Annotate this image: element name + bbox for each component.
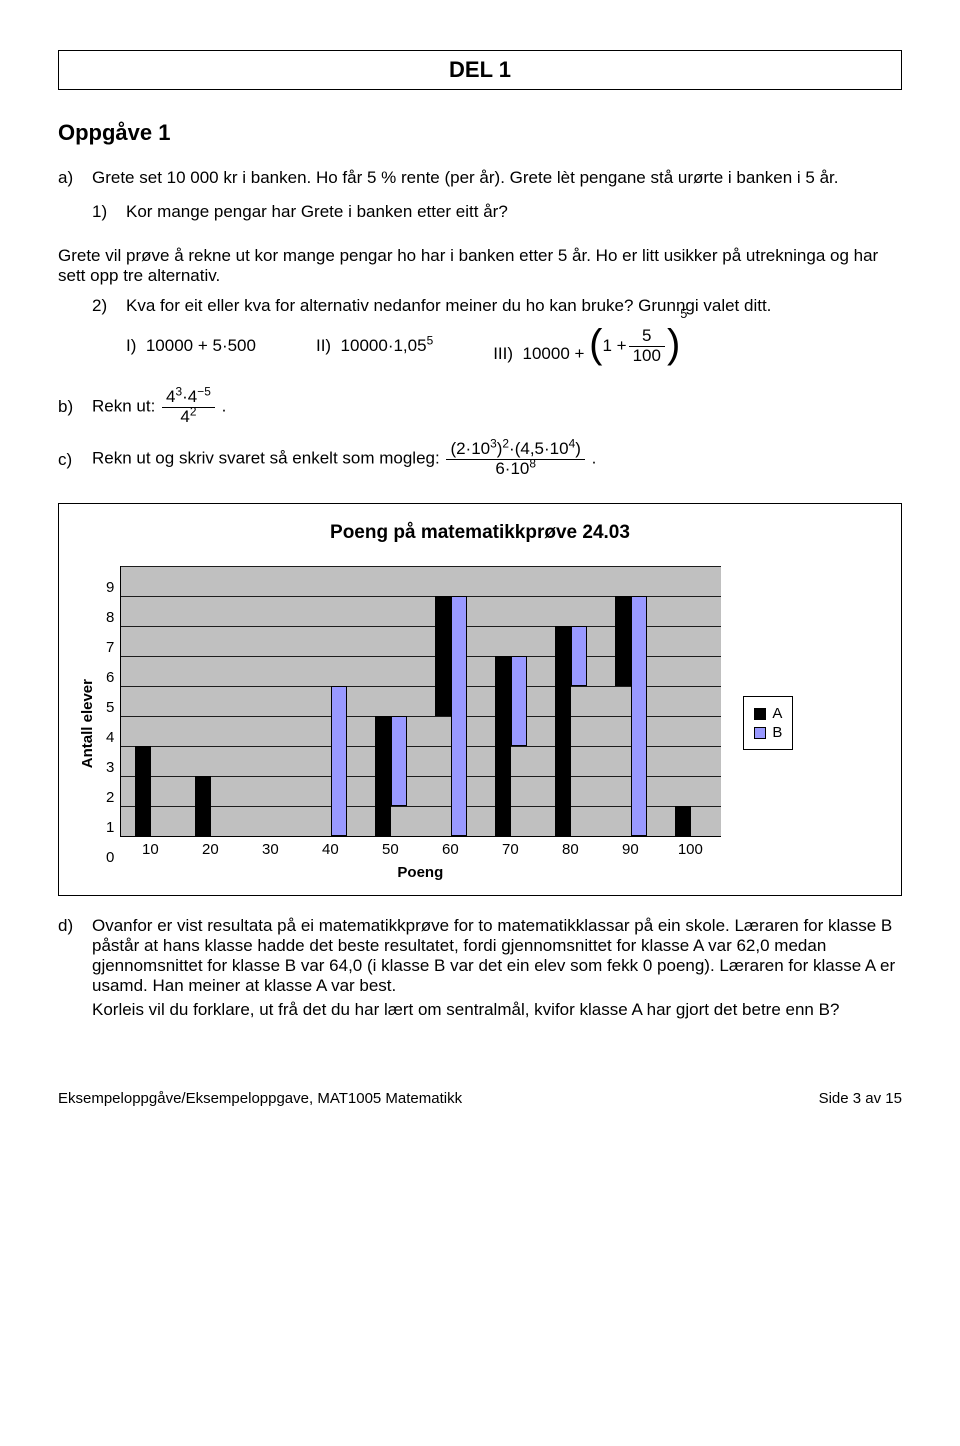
chart-xtick: 50 (360, 841, 420, 858)
item-b-body: Rekn ut: 43·4−5 42 . (92, 388, 902, 426)
item-b: b) Rekn ut: 43·4−5 42 . (58, 388, 902, 426)
c-fraction: (2·103)2·(4,5·104) 6·108 (446, 440, 584, 478)
chart-bar-a (195, 776, 211, 836)
chart-xtick: 40 (300, 841, 360, 858)
page-footer: Eksempeloppgåve/Eksempeloppgave, MAT1005… (58, 1090, 902, 1107)
chart-bar-group (241, 834, 301, 836)
item-d: d) Ovanfor er vist resultata på ei matem… (58, 916, 902, 1020)
item-c-body: Rekn ut og skriv svaret så enkelt som mo… (92, 440, 902, 478)
chart-plot-area (120, 566, 721, 837)
chart-xtick: 80 (540, 841, 600, 858)
item-d-label: d) (58, 916, 92, 1020)
chart-bar-a (555, 626, 571, 836)
item-a-label: a) (58, 168, 92, 232)
chart-bar-a (495, 656, 511, 836)
chart-bar-group (541, 626, 601, 836)
item-a: a) Grete set 10 000 kr i banken. Ho får … (58, 168, 902, 232)
chart-bar-group (601, 596, 661, 836)
footer-left: Eksempeloppgåve/Eksempeloppgave, MAT1005… (58, 1090, 462, 1107)
alt-2: II) 10000·1,055 (316, 336, 433, 356)
chart-xtick: 90 (600, 841, 660, 858)
page: DEL 1 Oppgåve 1 a) Grete set 10 000 kr i… (0, 0, 960, 1137)
item-a-body: Grete set 10 000 kr i banken. Ho får 5 %… (92, 168, 902, 232)
chart-xtick: 10 (120, 841, 180, 858)
chart-bar-b (571, 626, 587, 686)
item-b-label: b) (58, 397, 92, 417)
chart-xtick: 70 (480, 841, 540, 858)
chart-yticks: 9876543210 (106, 588, 114, 858)
chart-bar-a (375, 716, 391, 836)
task-title: Oppgåve 1 (58, 120, 902, 146)
chart-bar-group (361, 716, 421, 836)
a-para2: Grete vil prøve å rekne ut kor mange pen… (58, 246, 902, 286)
chart-bar-group (121, 746, 181, 836)
chart-bar-a (675, 806, 691, 836)
chart-bar-b (451, 596, 467, 836)
chart-bar-group (661, 806, 721, 836)
item-c-label: c) (58, 450, 92, 470)
chart-ylabel: Antall elever (79, 679, 96, 768)
chart-bar-group (481, 656, 541, 836)
b-fraction: 43·4−5 42 (162, 388, 215, 426)
chart-xtick: 100 (660, 841, 720, 858)
alternatives-row: I) 10000 + 5·500 II) 10000·1,055 III) 10… (126, 326, 902, 366)
item-c: c) Rekn ut og skriv svaret så enkelt som… (58, 440, 902, 478)
legend-swatch-b (754, 727, 766, 739)
item-a2: 2) Kva for eit eller kva for alternativ … (58, 296, 902, 384)
chart-bar-a (435, 596, 451, 716)
chart-xticks: 102030405060708090100 (120, 841, 720, 858)
chart-title: Poeng på matematikkprøve 24.03 (79, 522, 881, 544)
a-sub1: 1) Kor mange pengar har Grete i banken e… (92, 202, 902, 222)
a-sub2-label: 2) (92, 296, 126, 316)
chart-bar-b (631, 596, 647, 836)
a-sub1-text: Kor mange pengar har Grete i banken ette… (126, 202, 902, 222)
chart-row: Antall elever 9876543210 102030405060708… (79, 566, 881, 881)
legend-a: A (754, 705, 782, 722)
a-sub2-text: Kva for eit eller kva for alternativ ned… (126, 296, 902, 316)
d-p1: Ovanfor er vist resultata på ei matemati… (92, 916, 902, 996)
alt-3: III) 10000 + ( 1 + 5 100 ) 5 (493, 326, 687, 366)
del-title: DEL 1 (71, 57, 889, 83)
alt-1: I) 10000 + 5·500 (126, 336, 256, 356)
chart-bar-group (421, 596, 481, 836)
chart-bar-a (615, 596, 631, 686)
chart-container: Poeng på matematikkprøve 24.03 Antall el… (58, 503, 902, 896)
d-p2: Korleis vil du forklare, ut frå det du h… (92, 1000, 902, 1020)
chart-bar-a (135, 746, 151, 836)
chart-bar-b (391, 716, 407, 806)
a-sub2: 2) Kva for eit eller kva for alternativ … (92, 296, 902, 316)
chart-bar-group (301, 686, 361, 836)
del-box: DEL 1 (58, 50, 902, 90)
chart-bar-b (511, 656, 527, 746)
chart-gridline (121, 566, 721, 567)
a-sub1-label: 1) (92, 202, 126, 222)
legend-b: B (754, 724, 782, 741)
legend-swatch-a (754, 708, 766, 720)
footer-right: Side 3 av 15 (819, 1090, 902, 1107)
chart-xtick: 60 (420, 841, 480, 858)
a-intro: Grete set 10 000 kr i banken. Ho får 5 %… (92, 168, 902, 188)
chart-xlabel: Poeng (120, 864, 720, 881)
chart-legend: A B (743, 696, 793, 750)
chart-xtick: 20 (180, 841, 240, 858)
chart-xtick: 30 (240, 841, 300, 858)
chart-bar-b (331, 686, 347, 836)
chart-bar-group (181, 776, 241, 836)
item-d-body: Ovanfor er vist resultata på ei matemati… (92, 916, 902, 1020)
